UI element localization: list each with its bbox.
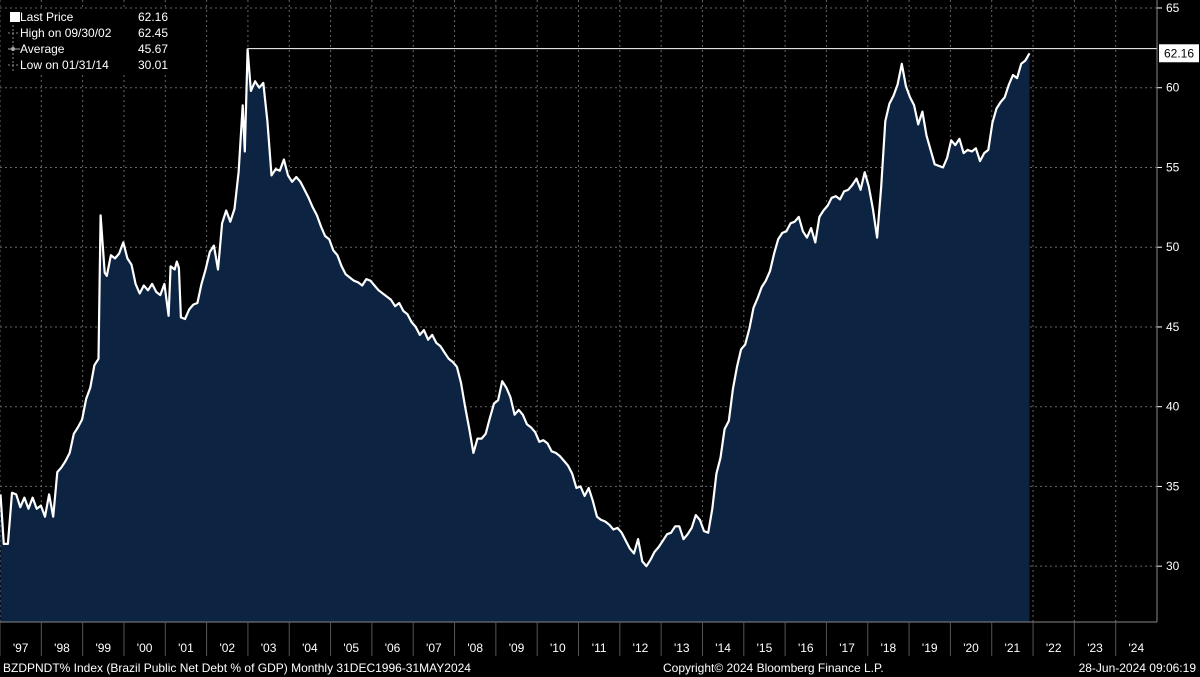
x-tick-label: '17 [839,641,855,655]
x-tick-label: '09 [509,641,525,655]
footer: BZDPNDT% Index (Brazil Public Net Debt %… [0,660,1200,677]
x-tick-label: '04 [302,641,318,655]
legend-value: 45.67 [137,42,168,56]
legend-value: 62.16 [137,10,168,24]
x-tick-label: '24 [1129,641,1145,655]
y-tick-label: 40 [1166,400,1180,414]
x-tick-label: '10 [550,641,566,655]
y-tick-label: 30 [1166,559,1180,573]
legend: Last Price 62.16 High on 09/30/02 62.45 … [4,9,168,75]
legend-value: 62.45 [137,26,168,40]
x-tick-label: '05 [343,641,359,655]
x-tick-label: '15 [757,641,773,655]
y-tick-label: 65 [1166,1,1180,15]
legend-row-average: Average 45.67 [4,41,168,57]
x-tick-label: '98 [54,641,70,655]
x-tick-label: '97 [13,641,29,655]
x-tick-label: '18 [881,641,897,655]
series-line [0,48,1031,568]
x-tick-label: '00 [137,641,153,655]
legend-row-last-price: Last Price 62.16 [4,9,168,25]
y-tick-label: 60 [1166,81,1180,95]
footer-copyright: Copyright© 2024 Bloomberg Finance L.P. [663,661,884,675]
x-axis: '97 '98 '99 '00 '01 '02 '03 '04 '05 '06 '07 '08 '09 '… [0,621,1157,656]
y-tick-label: 35 [1166,479,1180,493]
y-tick-label: 50 [1166,240,1180,254]
x-tick-label: '06 [385,641,401,655]
x-tick-label: '11 [592,641,607,655]
legend-label: Average [20,42,65,56]
x-tick-label: '21 [1005,641,1021,655]
x-tick-label: '20 [963,641,979,655]
legend-label: Low on 01/31/14 [20,58,109,72]
x-tick-label: '14 [715,641,731,655]
footer-series-info: BZDPNDT% Index (Brazil Public Net Debt %… [3,661,471,675]
average-marker-icon [4,41,20,57]
legend-row-high: High on 09/30/02 62.45 [4,25,168,41]
y-tick-label: 55 [1166,160,1180,174]
x-tick-label: '12 [633,641,649,655]
x-tick-label: '01 [178,641,194,655]
legend-value: 30.01 [137,58,168,72]
series-area-fill [0,49,1030,622]
y-axis: 30 35 40 45 50 55 60 65 [1156,0,1180,622]
footer-timestamp: 28-Jun-2024 09:06:19 [1078,661,1196,675]
square-icon [4,9,20,25]
x-tick-label: '13 [674,641,690,655]
legend-label: Last Price [20,10,74,24]
x-tick-label: '22 [1046,641,1062,655]
x-tick-label: '19 [922,641,938,655]
x-tick-label: '08 [467,641,483,655]
low-marker-icon [4,57,20,73]
x-tick-label: '03 [261,641,277,655]
last-value-label: 62.16 [1159,44,1199,63]
x-tick-label: '02 [219,641,235,655]
x-tick-label: '07 [426,641,442,655]
high-marker-icon [4,25,20,41]
last-value-box [1159,44,1199,63]
legend-label: High on 09/30/02 [20,26,112,40]
x-tick-label: '99 [95,641,111,655]
legend-row-low: Low on 01/31/14 30.01 [4,57,168,73]
y-tick-label: 45 [1166,320,1180,334]
last-value-text: 62.16 [1164,46,1194,60]
x-tick-label: '23 [1087,641,1103,655]
x-tick-label: '16 [798,641,814,655]
